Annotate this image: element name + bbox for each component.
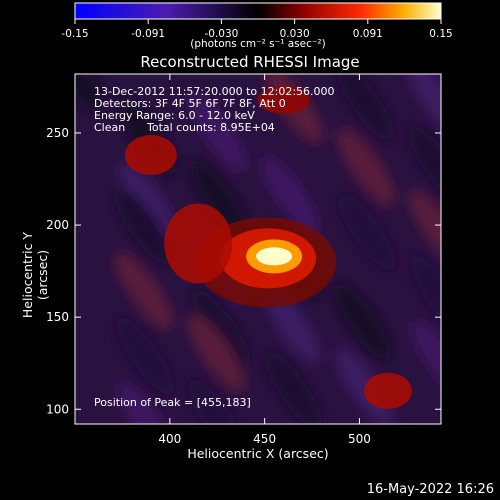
colorbar-tick-label: 0.091 [353, 28, 383, 40]
texture-streak [189, 94, 247, 172]
texture-streak [336, 74, 394, 141]
colorbar-ticks: -0.15 -0.091 -0.030 0.030 0.091 0.15 [61, 19, 453, 40]
x-axis-label: Heliocentric X (arcsec) [187, 446, 329, 461]
texture-streak [75, 74, 104, 113]
colorbar-tick-label: 0.030 [280, 28, 310, 40]
image-sources [124, 85, 412, 409]
x-tick-label: 500 [348, 432, 371, 446]
texture-streak [409, 190, 441, 268]
y-axis-label: Heliocentric Y (arcsec) [20, 231, 50, 319]
texture-streak [116, 317, 174, 395]
colorbar-units: (photons cm⁻² s⁻¹ asec⁻²) [190, 38, 326, 50]
texture-streak [264, 351, 322, 424]
texture-streak [119, 162, 177, 240]
info-time-range: 13-Dec-2012 11:57:20.000 to 12:02:56.000 [94, 85, 335, 98]
source-blob [257, 85, 310, 114]
colorbar-tick-label: -0.15 [61, 28, 88, 40]
texture-streak [115, 252, 173, 330]
texture-streak [187, 314, 245, 392]
texture-streak [407, 74, 441, 138]
source-blob [363, 372, 412, 409]
source-blob [124, 135, 177, 176]
texture-streak [334, 283, 392, 361]
chart-title: Reconstructed RHESSI Image [140, 53, 360, 71]
colorbar-tick-label: -0.030 [204, 28, 238, 40]
texture-streak [261, 156, 319, 234]
info-detectors: Detectors: 3F 4F 5F 6F 7F 8F, Att 0 [94, 97, 286, 110]
texture-streak [190, 159, 248, 237]
x-tick-label: 450 [253, 432, 276, 446]
texture-streak [117, 382, 175, 424]
texture-streak [411, 320, 441, 398]
y-tick-label: 150 [46, 310, 69, 324]
y-tick-label: 100 [46, 402, 69, 416]
info-energy-range: Energy Range: 6.0 - 12.0 keV [94, 109, 255, 122]
texture-streak [114, 187, 172, 265]
y-tick-label: 200 [46, 218, 69, 232]
colorbar [74, 2, 442, 20]
y-tick-label: 250 [46, 126, 69, 140]
source-peak [256, 247, 293, 266]
x-tick-label: 400 [158, 432, 181, 446]
colorbar-tick-label: 0.15 [429, 28, 452, 40]
texture-streak [337, 128, 395, 206]
peak-position-label: Position of Peak = [455,183] [94, 396, 251, 409]
texture-streak [338, 193, 396, 271]
source-blob [164, 203, 233, 284]
image-streaks [75, 74, 441, 424]
date-stamp: 16-May-2022 16:26 [366, 482, 494, 497]
plot-frame [74, 73, 442, 425]
texture-streak [408, 125, 441, 203]
texture-streak [192, 289, 250, 367]
colorbar-tick-label: -0.091 [131, 28, 165, 40]
texture-streak [188, 379, 246, 424]
info-clean: Clean [94, 121, 126, 134]
texture-streak [410, 255, 441, 333]
info-total-counts: Total counts: 8.95E+04 [147, 121, 275, 134]
axis-ticks: 400 450 500 100 150 200 250 [46, 74, 441, 446]
